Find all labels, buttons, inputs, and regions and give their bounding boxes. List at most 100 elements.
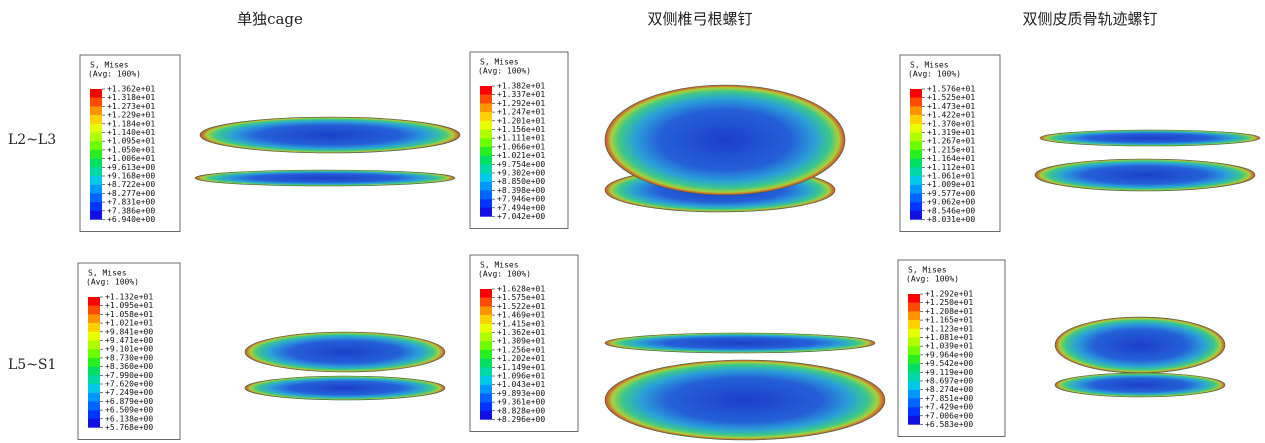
legend-value: +6.879e+00 xyxy=(105,397,153,406)
color-band xyxy=(480,341,492,350)
color-band xyxy=(480,208,492,217)
legend-value: +8.730e+00 xyxy=(105,353,153,362)
color-band xyxy=(480,199,492,208)
color-band xyxy=(480,190,492,199)
vertebra-model xyxy=(605,360,885,440)
legend-value: +9.119e+00 xyxy=(925,368,973,377)
color-band xyxy=(90,124,102,133)
legend-value: +7.249e+00 xyxy=(105,388,153,397)
legend-value: +1.201e+01 xyxy=(497,116,545,125)
color-band xyxy=(908,407,920,416)
color-band xyxy=(90,133,102,142)
color-band xyxy=(908,390,920,399)
color-band xyxy=(910,167,922,176)
color-band xyxy=(910,150,922,159)
legend-value: +7.946e+00 xyxy=(497,195,545,204)
legend-value: +9.101e+00 xyxy=(105,345,153,354)
color-band xyxy=(910,133,922,142)
legend-value: +1.058e+01 xyxy=(105,310,153,319)
color-band xyxy=(908,381,920,390)
vertebra-model xyxy=(195,170,455,186)
legend-value: +7.620e+00 xyxy=(105,380,153,389)
color-band xyxy=(910,124,922,133)
color-band xyxy=(908,338,920,347)
column-title: 双侧皮质骨轨迹螺钉 xyxy=(1022,10,1157,28)
color-band xyxy=(908,303,920,312)
column-title: 双侧椎弓根螺钉 xyxy=(647,10,752,28)
legend-title: S, Mises xyxy=(88,269,127,278)
legend-subtitle: (Avg: 100%) xyxy=(478,270,531,279)
legend-value: +8.697e+00 xyxy=(925,377,973,386)
legend-value: +1.164e+01 xyxy=(927,154,975,163)
legend-value: +1.184e+01 xyxy=(107,119,155,128)
legend-value: +1.267e+01 xyxy=(927,137,975,146)
legend-value: +5.768e+00 xyxy=(105,423,153,432)
legend-value: +7.386e+00 xyxy=(107,206,155,215)
legend-value: +1.522e+01 xyxy=(497,302,545,311)
legend-value: +6.940e+00 xyxy=(107,215,155,224)
color-band xyxy=(90,167,102,176)
legend-value: +8.828e+00 xyxy=(497,406,545,415)
legend-value: +1.229e+01 xyxy=(107,111,155,120)
legend-value: +1.050e+01 xyxy=(107,145,155,154)
color-band xyxy=(910,89,922,98)
legend-value: +9.542e+00 xyxy=(925,359,973,368)
legend-value: +1.525e+01 xyxy=(927,93,975,102)
legend-subtitle: (Avg: 100%) xyxy=(88,70,141,79)
color-band xyxy=(480,130,492,139)
legend-title: S, Mises xyxy=(90,61,129,70)
color-band xyxy=(480,350,492,359)
color-band xyxy=(88,393,100,402)
color-band xyxy=(908,355,920,364)
legend-subtitle: (Avg: 100%) xyxy=(908,70,961,79)
legend-value: +9.754e+00 xyxy=(497,160,545,169)
vertebra-model xyxy=(1055,373,1225,397)
vertebra-model xyxy=(605,333,875,353)
legend-value: +8.360e+00 xyxy=(105,362,153,371)
color-band xyxy=(88,332,100,341)
color-band xyxy=(90,89,102,98)
legend-value: +1.370e+01 xyxy=(927,119,975,128)
color-band xyxy=(88,401,100,410)
color-band xyxy=(88,306,100,315)
vertebra-model xyxy=(605,85,845,195)
legend-value: +6.138e+00 xyxy=(105,414,153,423)
legend-value: +1.043e+01 xyxy=(497,380,545,389)
legend-value: +1.202e+01 xyxy=(497,354,545,363)
color-band xyxy=(90,115,102,124)
color-band xyxy=(90,176,102,185)
color-band xyxy=(908,294,920,303)
color-band xyxy=(480,112,492,121)
legend-value: +1.066e+01 xyxy=(497,142,545,151)
legend-title: S, Mises xyxy=(910,61,949,70)
color-band xyxy=(90,150,102,159)
color-band xyxy=(908,398,920,407)
color-band xyxy=(480,324,492,333)
row-label: L2~L3 xyxy=(8,132,56,148)
figure: 单独cage双侧椎弓根螺钉双侧皮质骨轨迹螺钉L2~L3S, Mises(Avg:… xyxy=(0,0,1265,443)
legend-value: +1.422e+01 xyxy=(927,111,975,120)
color-band xyxy=(90,193,102,202)
legend-value: +8.274e+00 xyxy=(925,385,973,394)
legend-value: +1.575e+01 xyxy=(497,293,545,302)
vertebra-model xyxy=(1055,317,1225,373)
legend-value: +1.149e+01 xyxy=(497,363,545,372)
color-band xyxy=(480,173,492,182)
color-band xyxy=(88,323,100,332)
legend-value: +7.494e+00 xyxy=(497,203,545,212)
legend-title: S, Mises xyxy=(480,261,519,270)
legend-value: +9.577e+00 xyxy=(927,189,975,198)
color-band xyxy=(90,202,102,211)
legend-value: +1.208e+01 xyxy=(925,307,973,316)
color-band xyxy=(480,367,492,376)
color-band xyxy=(910,185,922,194)
legend-value: +6.509e+00 xyxy=(105,406,153,415)
legend-value: +1.250e+01 xyxy=(925,298,973,307)
legend-value: +1.009e+01 xyxy=(927,180,975,189)
legend-value: +1.415e+01 xyxy=(497,319,545,328)
vertebra-model xyxy=(245,376,445,400)
color-band xyxy=(90,98,102,107)
legend-value: +1.132e+01 xyxy=(105,293,153,302)
legend-value: +1.006e+01 xyxy=(107,154,155,163)
color-band xyxy=(480,315,492,324)
